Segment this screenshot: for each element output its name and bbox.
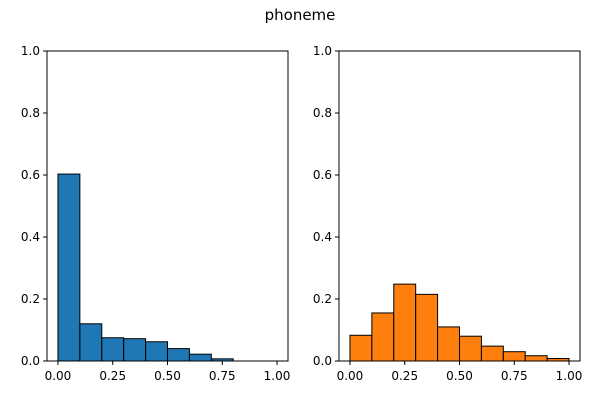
- left-bar: [123, 338, 147, 362]
- left-bar: [101, 337, 125, 362]
- left-bar: [167, 348, 190, 362]
- right-bar: [415, 293, 439, 362]
- right-ytick-label: 0.6: [313, 168, 332, 182]
- left-xtick-label: 0.75: [209, 369, 236, 383]
- right-xtick-label: 0.75: [501, 369, 528, 383]
- right-ytick-label: 1.0: [313, 44, 332, 58]
- left-xtick-label: 0.25: [99, 369, 126, 383]
- figure-title: phoneme: [265, 6, 336, 24]
- right-xtick-label: 0.25: [391, 369, 418, 383]
- left-ytick-label: 0.8: [21, 106, 40, 120]
- right-bar: [393, 283, 417, 362]
- left-ytick-label: 0.6: [21, 168, 40, 182]
- right-xtick-label: 0.00: [337, 369, 364, 383]
- right-bar: [502, 351, 526, 362]
- right-xtick-label: 1.00: [556, 369, 583, 383]
- right-bar: [371, 312, 395, 362]
- left-bar: [188, 353, 212, 362]
- left-ytick-label: 0.4: [21, 230, 40, 244]
- left-ytick-label: 0.2: [21, 292, 40, 306]
- right-xtick-label: 0.50: [446, 369, 473, 383]
- left-bar: [145, 341, 169, 362]
- histogram-left: 0.0 0.2 0.4 0.6 0.8 1.0 0.00 0.25 0.50 0.75 1.00: [21, 44, 290, 383]
- right-bar: [480, 345, 504, 362]
- right-bar: [524, 355, 548, 362]
- left-ytick-label: 0.0: [21, 354, 40, 368]
- left-axes-frame: [46, 50, 289, 362]
- right-bar: [349, 334, 373, 362]
- left-bar: [57, 173, 81, 362]
- right-ytick-label: 0.4: [313, 230, 332, 244]
- right-bar: [459, 335, 482, 362]
- left-bar: [79, 323, 103, 362]
- left-xtick-label: 1.00: [264, 369, 291, 383]
- left-xtick-label: 0.00: [45, 369, 72, 383]
- right-ytick-label: 0.8: [313, 106, 332, 120]
- histogram-right: 0.0 0.2 0.4 0.6 0.8 1.0 0.00 0.25 0.50 0.75 1.00: [313, 44, 582, 383]
- left-xtick-label: 0.50: [154, 369, 181, 383]
- right-bar: [437, 326, 461, 362]
- right-ytick-label: 0.0: [313, 354, 332, 368]
- left-ytick-label: 1.0: [21, 44, 40, 58]
- right-ytick-label: 0.2: [313, 292, 332, 306]
